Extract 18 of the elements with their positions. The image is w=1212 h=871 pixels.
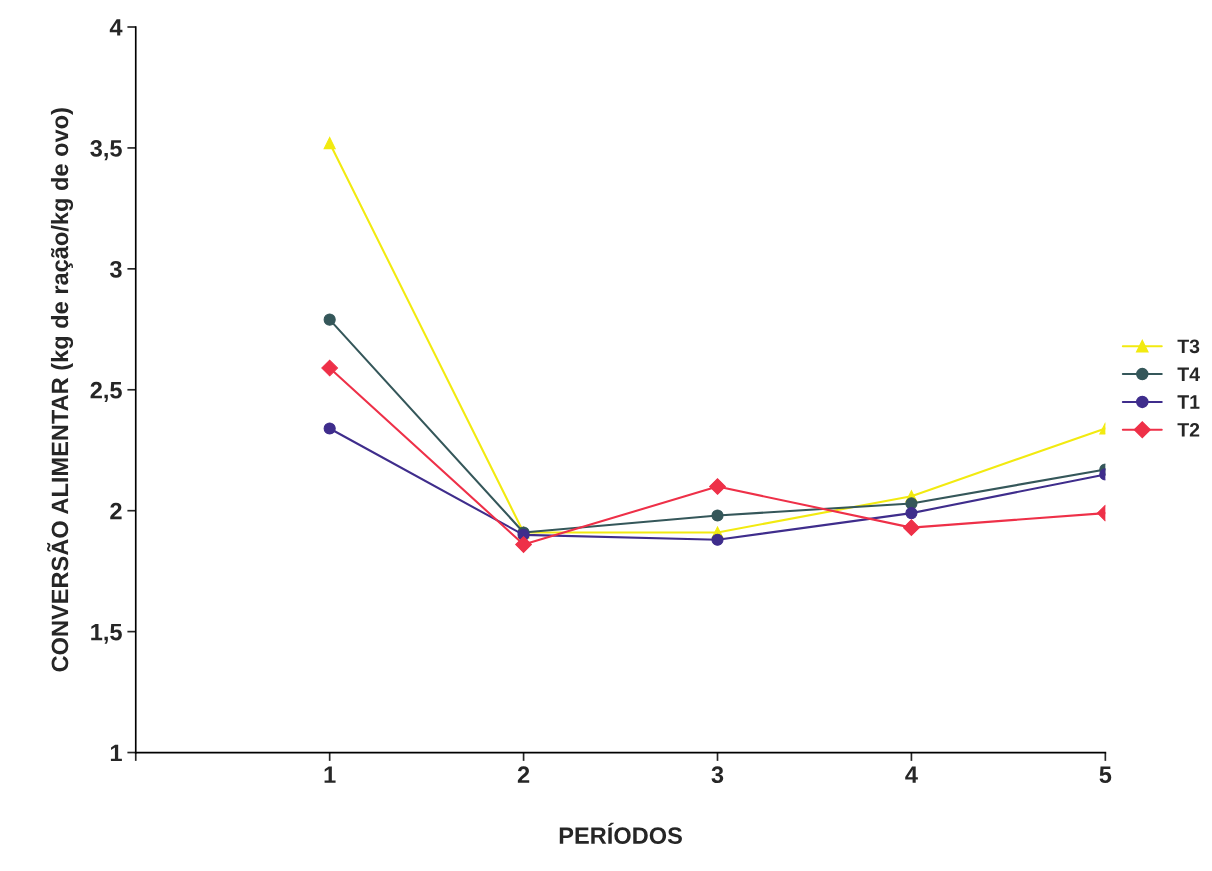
y-tick-label: 2	[110, 502, 122, 520]
x-tick-label: 2	[517, 766, 530, 783]
x-tick-label: 3	[711, 766, 724, 784]
x-tick-label: 4	[905, 766, 918, 783]
y-tick-label: 4	[109, 19, 123, 36]
y-tick-label: 3	[109, 260, 122, 278]
x-tick-label: 5	[1099, 766, 1112, 784]
y-tick-label: 3,5	[90, 139, 122, 161]
y-tick-label: 1	[110, 744, 122, 762]
legend-label: T3	[1177, 339, 1200, 354]
y-tick-label: 1,5	[91, 623, 122, 644]
y-tick-label: 2,5	[90, 381, 122, 402]
y-axis-title: CONVERSÃO ALIMENTAR (kg de ração/kg de ovo)	[47, 108, 74, 672]
legend-label: T4	[1177, 367, 1200, 381]
x-tick-label: 1	[324, 766, 336, 783]
x-axis-title: PERÍODOS	[559, 822, 682, 844]
legend-label: T2	[1177, 423, 1200, 437]
legend-label: T1	[1177, 395, 1200, 409]
